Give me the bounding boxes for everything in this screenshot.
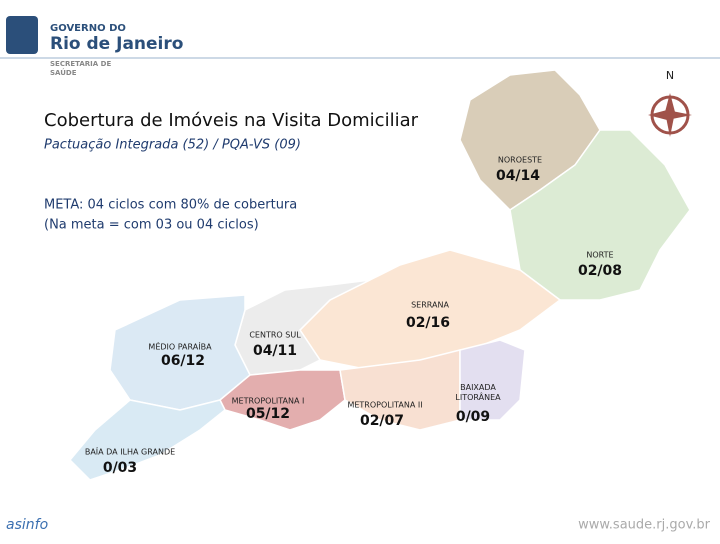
region-name: METROPOLITANA II bbox=[347, 401, 422, 410]
region-baia-ilha-grande bbox=[68, 399, 226, 481]
header-rule bbox=[0, 57, 720, 59]
logo-crest bbox=[6, 16, 38, 54]
region-value: 05/12 bbox=[246, 406, 290, 422]
region-value: 06/12 bbox=[161, 353, 205, 369]
subtitle: Pactuação Integrada (52) / PQA-VS (09) bbox=[44, 138, 301, 153]
map bbox=[68, 69, 691, 481]
header-state: Rio de Janeiro bbox=[50, 34, 183, 54]
region-name: METROPOLITANA I bbox=[232, 397, 305, 406]
region-value: 0/03 bbox=[103, 460, 137, 476]
compass: N bbox=[648, 69, 692, 137]
region-value: 02/08 bbox=[578, 263, 622, 279]
region-name: BAIXADA LITORÂNEA bbox=[455, 383, 501, 402]
region-value: 04/14 bbox=[496, 168, 540, 184]
header-line: GOVERNO DO bbox=[50, 23, 126, 34]
region-metropolitana-2 bbox=[339, 349, 461, 431]
region-value: 02/07 bbox=[360, 413, 404, 429]
header-dept: SECRETARIA DE bbox=[50, 60, 111, 68]
region-value: 04/11 bbox=[253, 343, 297, 359]
region-name: NOROESTE bbox=[498, 156, 542, 165]
title: Cobertura de Imóveis na Visita Domicilia… bbox=[44, 110, 419, 131]
region-name: MÉDIO PARAÍBA bbox=[148, 341, 212, 352]
region-value: 02/16 bbox=[406, 315, 450, 331]
meta: META: 04 ciclos com 80% de cobertura bbox=[44, 198, 297, 213]
region-name: SERRANA bbox=[411, 301, 449, 310]
region-labels: NOROESTE 04/14 NORTE 02/08 SERRANA 02/16 CENTR… bbox=[85, 156, 622, 477]
compass-label: N bbox=[666, 69, 674, 82]
region-name: NORTE bbox=[586, 251, 613, 260]
region-value: 0/09 bbox=[456, 409, 490, 425]
region-baixada bbox=[459, 339, 526, 421]
footer-url: www.saude.rj.gov.br bbox=[578, 518, 711, 533]
footer-brand: asinfo bbox=[6, 517, 48, 533]
region-name: BAÍA DA ILHA GRANDE bbox=[85, 446, 175, 457]
header-dept: SAÚDE bbox=[50, 68, 77, 77]
meta: (Na meta = com 03 ou 04 ciclos) bbox=[44, 218, 259, 233]
region-name: CENTRO SUL bbox=[249, 331, 301, 340]
